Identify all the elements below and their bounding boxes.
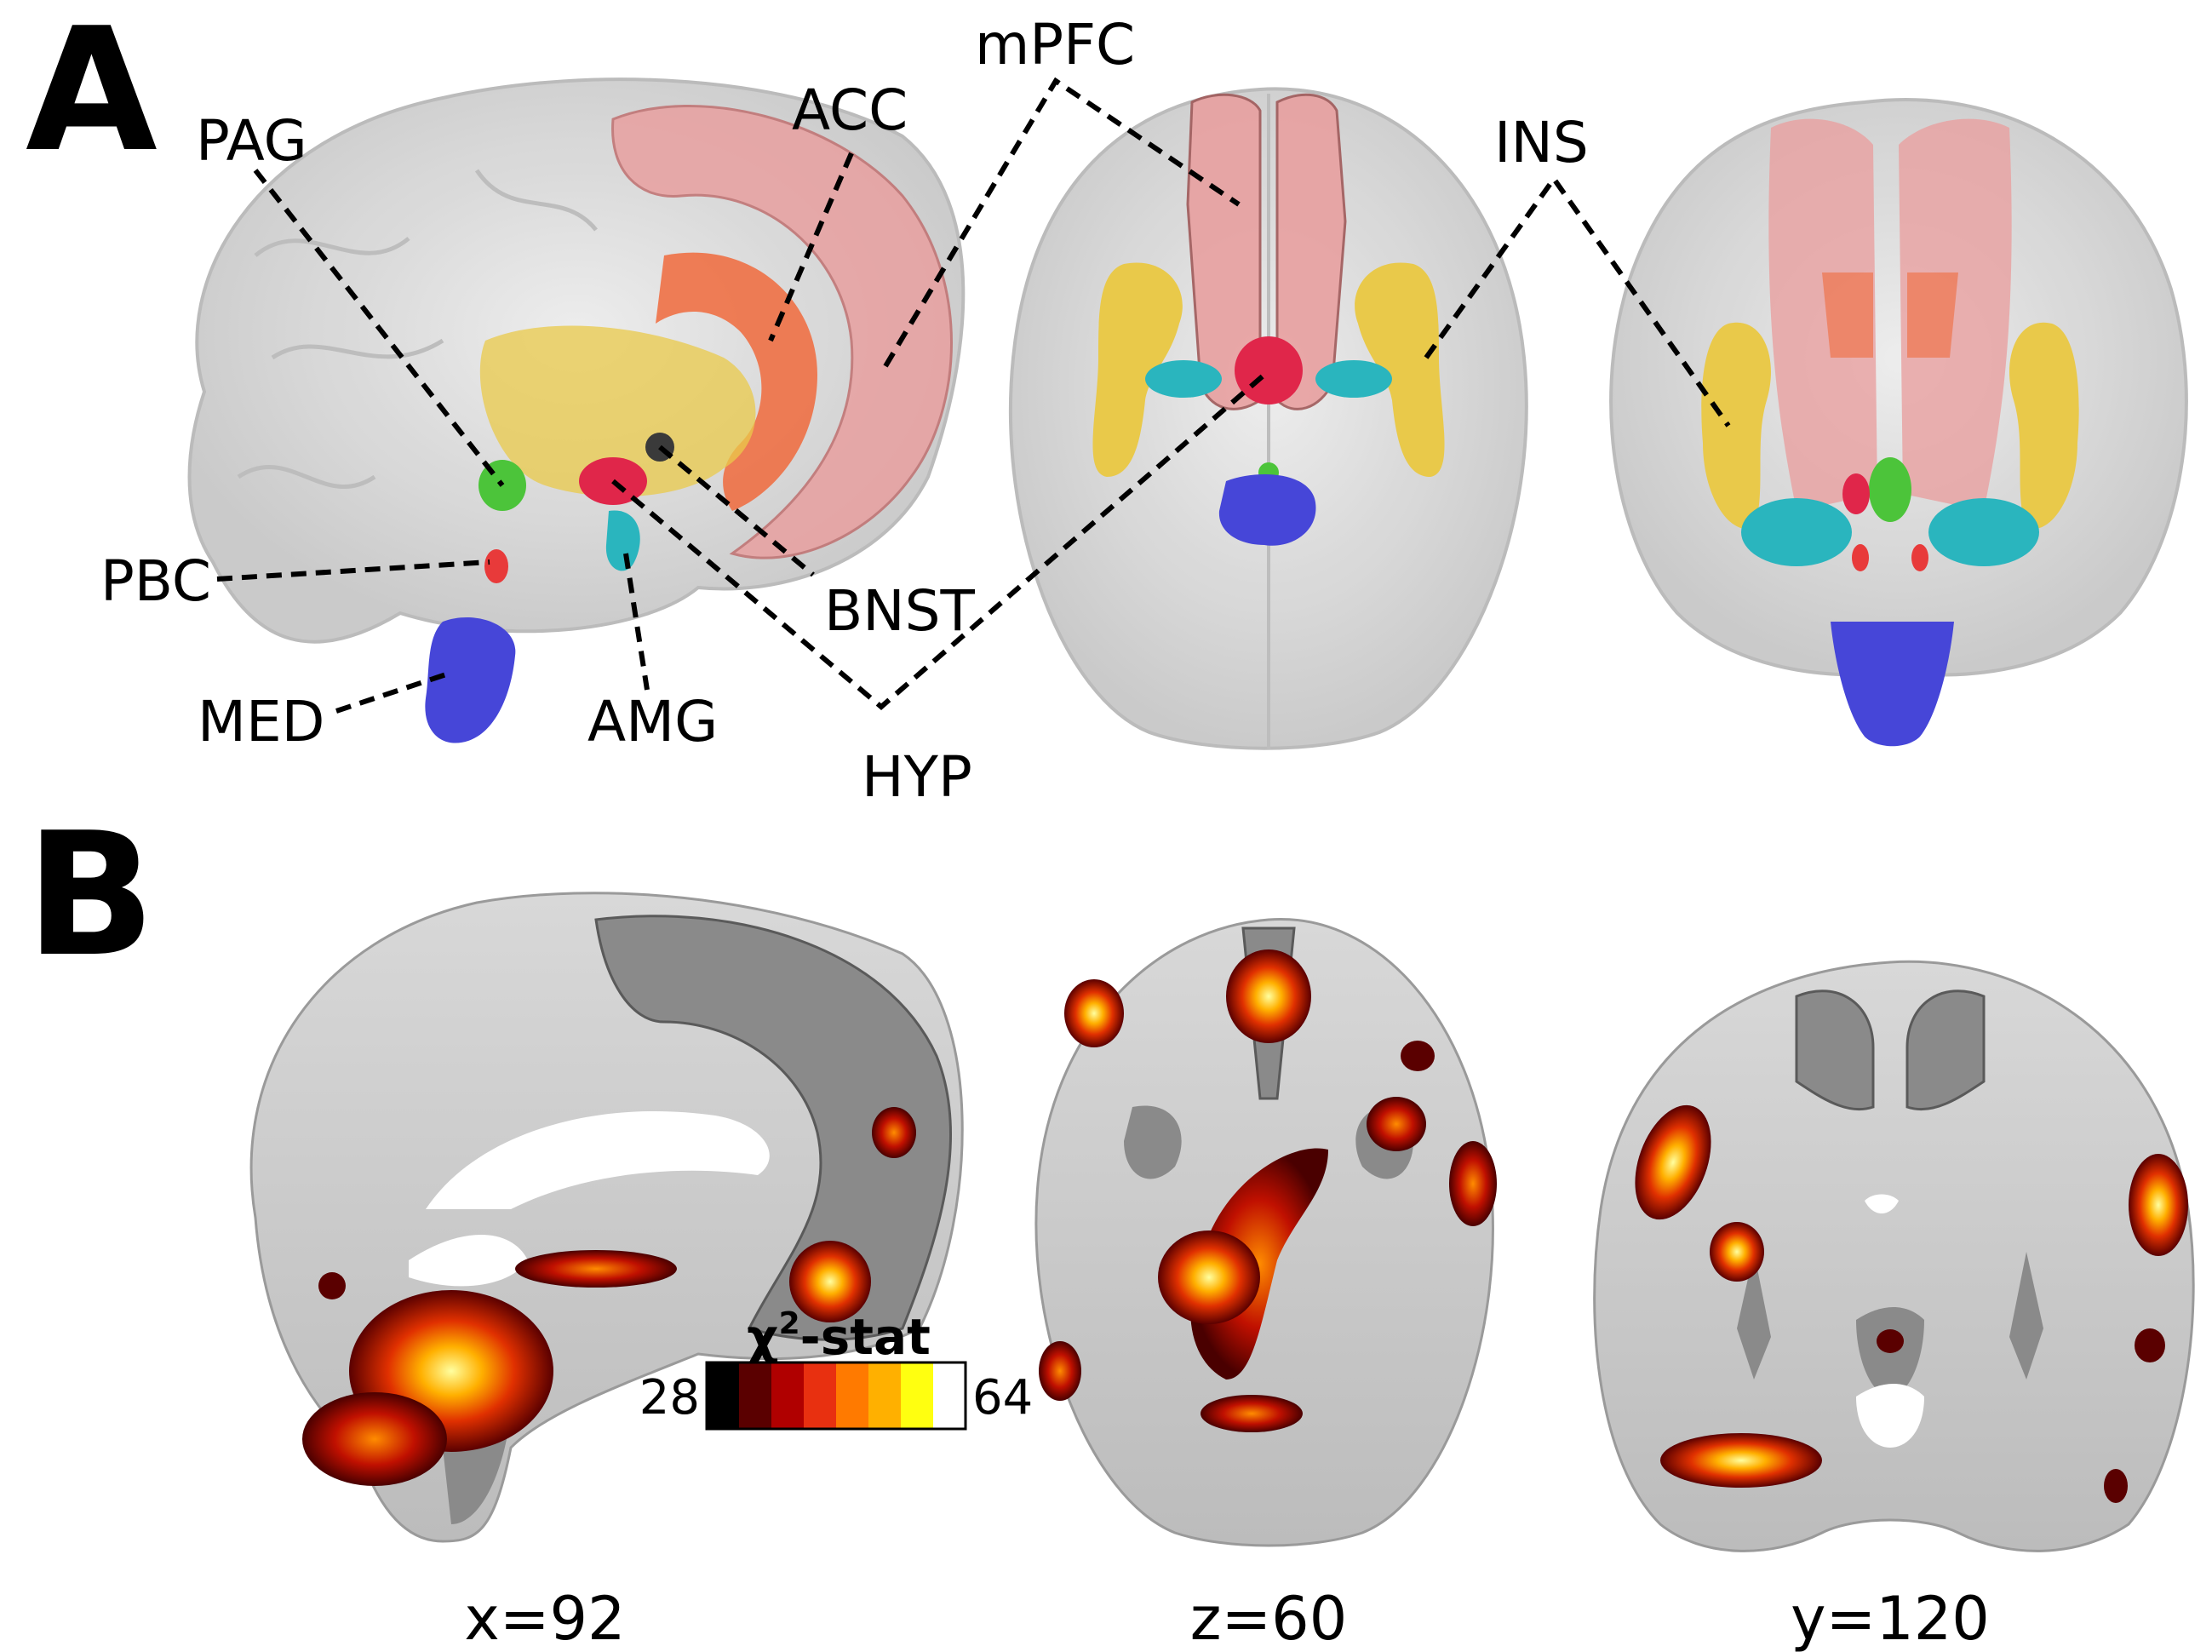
label-amg: AMG	[587, 689, 718, 754]
label-acc: ACC	[792, 77, 908, 143]
activation-axial-1	[1226, 949, 1311, 1043]
glass-brain-coronal	[1609, 98, 2188, 677]
activation-sagittal-2	[302, 1392, 447, 1486]
region-pag-coronal	[1869, 457, 1911, 522]
colorbar-frame	[705, 1361, 967, 1431]
region-amg-axial-right	[1315, 360, 1392, 398]
region-mpfc-coronal	[1768, 118, 2012, 511]
leader-med	[335, 670, 452, 714]
region-hyp-axial	[1235, 336, 1303, 404]
activation-coronal-1	[1635, 1104, 1711, 1220]
activation-coronal-5	[1877, 1329, 1904, 1353]
slice-coronal	[1593, 960, 2195, 1552]
activation-axial-4	[1449, 1141, 1497, 1226]
colorbar-cell	[933, 1362, 966, 1429]
panel-label-b: B	[26, 796, 155, 995]
activation-coronal-6	[2135, 1328, 2165, 1362]
region-amg-axial-left	[1145, 360, 1222, 398]
region-ins-coronal-left	[1701, 322, 1771, 530]
leader-bnst	[658, 445, 815, 577]
colorbar-cell	[707, 1362, 740, 1429]
activation-sagittal-4	[789, 1241, 871, 1322]
leader-pag	[253, 169, 505, 487]
leader-lines	[216, 77, 1731, 714]
colorbar-cell	[804, 1362, 837, 1429]
region-med-axial	[1218, 474, 1316, 546]
colorbar-cell	[836, 1362, 869, 1429]
activation-sagittal-3	[515, 1250, 677, 1288]
region-pbc-coronal-left	[1852, 544, 1869, 571]
region-ins-axial-right	[1355, 262, 1445, 477]
activation-sagittal-6	[318, 1272, 346, 1299]
label-pbc: PBC	[100, 548, 211, 614]
region-ins-axial-left	[1092, 262, 1183, 477]
label-pag: PAG	[196, 108, 307, 174]
region-amg-coronal-right	[1928, 498, 2039, 566]
colorbar: χ2-stat 28 64	[639, 1306, 1033, 1431]
leader-mpfc	[883, 77, 1241, 368]
region-hyp-coronal	[1842, 473, 1870, 514]
colorbar-cells	[707, 1362, 966, 1429]
activation-axial-8	[1039, 1341, 1081, 1401]
region-pbc-coronal-right	[1911, 544, 1928, 571]
glass-brain-axial	[1008, 87, 1528, 750]
activation-axial-6	[1158, 1230, 1260, 1324]
colorbar-cell	[771, 1362, 805, 1429]
leader-pbc	[216, 559, 490, 582]
coord-axial: z=60	[1190, 1584, 1347, 1652]
region-med-sagittal	[425, 617, 516, 743]
activation-axial-9	[1401, 1041, 1435, 1071]
panel-label-a: A	[26, 0, 158, 190]
colorbar-cell	[868, 1362, 902, 1429]
region-amg-coronal-left	[1741, 498, 1852, 566]
activation-coronal-2	[2129, 1154, 2188, 1256]
label-mpfc: mPFC	[975, 12, 1135, 77]
region-amg-sagittal	[605, 510, 640, 571]
leader-acc	[768, 152, 854, 342]
label-bnst: BNST	[824, 578, 976, 644]
activation-axial-3	[1367, 1097, 1426, 1151]
region-acc-coronal	[1822, 272, 1958, 358]
leader-ins	[1424, 174, 1731, 427]
region-med-coronal	[1831, 622, 1954, 747]
region-mpfc-sagittal	[611, 105, 953, 559]
label-med: MED	[198, 689, 324, 754]
region-pbc-sagittal	[484, 549, 508, 583]
region-ins-sagittal	[479, 325, 756, 497]
activation-coronal-4	[1660, 1433, 1822, 1488]
colorbar-max: 64	[972, 1370, 1033, 1425]
colorbar-min: 28	[639, 1370, 700, 1425]
coord-sagittal: x=92	[464, 1584, 625, 1652]
region-acc-sagittal	[656, 252, 817, 511]
colorbar-cell	[901, 1362, 934, 1429]
coord-coronal: y=120	[1791, 1584, 1990, 1652]
activation-axial-2	[1064, 979, 1124, 1047]
activation-axial-7	[1201, 1395, 1303, 1432]
activation-sagittal-5	[872, 1107, 916, 1158]
label-ins: INS	[1494, 110, 1589, 175]
activation-coronal-7	[2104, 1469, 2128, 1503]
leader-hyp	[611, 372, 1266, 710]
region-ins-coronal-right	[2009, 322, 2079, 530]
colorbar-title: χ2-stat	[747, 1306, 931, 1366]
label-hyp: HYP	[862, 744, 972, 810]
colorbar-cell	[739, 1362, 772, 1429]
activation-coronal-3	[1710, 1222, 1764, 1282]
